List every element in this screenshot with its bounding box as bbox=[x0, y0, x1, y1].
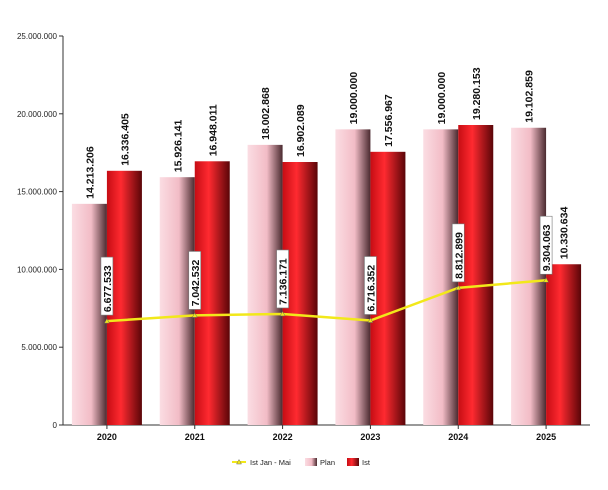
ist-jan-mai-label-box bbox=[364, 256, 377, 315]
ist-jan-mai-value-label: 7.042.532 bbox=[190, 260, 202, 307]
ist-jan-mai-point bbox=[191, 312, 198, 318]
ist-jan-mai-label-box bbox=[188, 251, 202, 310]
plan-value-label: 19.000.000 bbox=[436, 72, 448, 125]
ist-jan-mai-point bbox=[279, 310, 286, 317]
y-tick-label: 15.000.000 bbox=[17, 188, 58, 197]
ist-jan-mai-label-box bbox=[451, 223, 465, 283]
plan-value-label: 18.002.868 bbox=[260, 87, 272, 140]
ist-value-label: 10.330.634 bbox=[559, 207, 571, 260]
plan-value-label: 19.102.859 bbox=[524, 70, 536, 123]
ist-value-label: 16.948.011 bbox=[207, 104, 219, 156]
ist-jan-mai-label-group: 7.042.532 bbox=[188, 251, 202, 310]
plan-value-label: 15.926.141 bbox=[172, 119, 184, 172]
ist-jan-mai-label-group: 6.716.352 bbox=[364, 256, 377, 315]
y-tick-label: 20.000.000 bbox=[17, 110, 58, 119]
y-tick-label: 25.000.000 bbox=[17, 32, 58, 41]
ist-jan-mai-label-box bbox=[276, 249, 289, 309]
ist-bar bbox=[546, 264, 582, 425]
ist-jan-mai-label-group: 8.812.899 bbox=[451, 223, 465, 283]
ist-jan-mai-value-label: 8.812.899 bbox=[453, 232, 465, 279]
plan-bar bbox=[511, 127, 547, 425]
x-tick-label: 2020 bbox=[97, 432, 117, 442]
plan-value-label: 19.000.000 bbox=[348, 72, 360, 125]
ist-jan-mai-point bbox=[543, 277, 550, 283]
legend-swatch-ist bbox=[347, 458, 359, 466]
legend-line-marker bbox=[236, 458, 242, 465]
ist-jan-mai-line bbox=[106, 278, 547, 323]
y-tick-label: 5.000.000 bbox=[21, 343, 57, 352]
x-tick-label: 2025 bbox=[536, 432, 556, 442]
ist-jan-mai-label-group: 7.136.171 bbox=[276, 249, 290, 309]
ist-jan-mai-value-label: 6.677.533 bbox=[102, 265, 114, 312]
ist-jan-mai-point bbox=[367, 317, 374, 323]
ist-value-label: 19.280.153 bbox=[471, 67, 483, 120]
y-tick-label: 0 bbox=[53, 421, 58, 430]
x-tick-label: 2024 bbox=[448, 432, 468, 442]
plan-value-label: 14.213.206 bbox=[84, 146, 96, 199]
ist-jan-mai-label-box bbox=[100, 256, 114, 316]
x-tick-label: 2022 bbox=[273, 432, 293, 442]
ist-jan-mai-value-label: 7.136.171 bbox=[278, 258, 290, 305]
ist-jan-mai-value-label: 9.304.063 bbox=[541, 224, 553, 271]
legend-label-ist: Ist bbox=[362, 458, 371, 467]
x-tick-label: 2023 bbox=[360, 432, 380, 442]
legend-label-ist-jan-mai: Ist Jan - Mai bbox=[250, 458, 291, 467]
legend-label-plan: Plan bbox=[320, 458, 335, 467]
ist-jan-mai-value-label: 6.716.352 bbox=[365, 265, 377, 312]
ist-jan-mai-label-group: 9.304.063 bbox=[539, 215, 553, 275]
ist-value-label: 17.556.967 bbox=[383, 94, 395, 147]
ist-value-label: 16.902.089 bbox=[295, 104, 307, 157]
ist-jan-mai-label-group: 6.677.533 bbox=[100, 256, 114, 316]
ist-jan-mai-label-box bbox=[539, 215, 553, 275]
legend-swatch-plan bbox=[305, 458, 317, 466]
ist-value-label: 16.336.405 bbox=[119, 113, 131, 166]
y-tick-label: 10.000.000 bbox=[17, 265, 58, 274]
ist-jan-mai-point bbox=[455, 284, 462, 291]
x-tick-label: 2021 bbox=[185, 432, 205, 442]
ist-jan-mai-point bbox=[103, 318, 110, 324]
